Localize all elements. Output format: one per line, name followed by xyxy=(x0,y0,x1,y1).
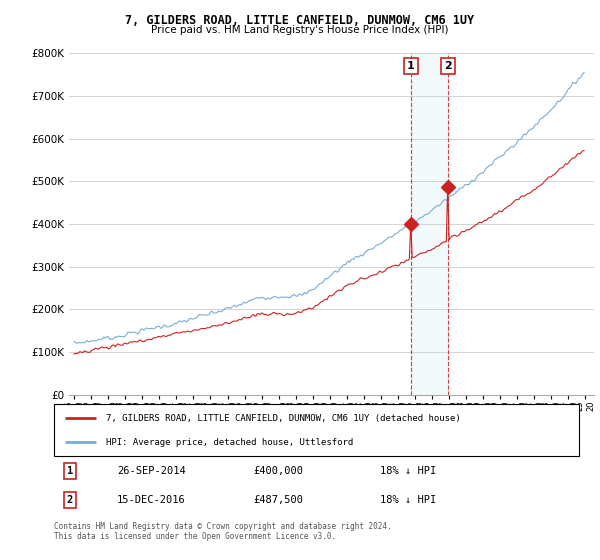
Text: 2: 2 xyxy=(444,61,452,71)
Bar xyxy=(411,53,448,395)
Text: £400,000: £400,000 xyxy=(254,466,304,477)
Text: 26-SEP-2014: 26-SEP-2014 xyxy=(117,466,186,477)
Text: 7, GILDERS ROAD, LITTLE CANFIELD, DUNMOW, CM6 1UY (detached house): 7, GILDERS ROAD, LITTLE CANFIELD, DUNMOW… xyxy=(107,414,461,423)
Text: 15-DEC-2016: 15-DEC-2016 xyxy=(117,496,186,505)
Text: £487,500: £487,500 xyxy=(254,496,304,505)
Text: HPI: Average price, detached house, Uttlesford: HPI: Average price, detached house, Uttl… xyxy=(107,438,354,447)
Text: Price paid vs. HM Land Registry's House Price Index (HPI): Price paid vs. HM Land Registry's House … xyxy=(151,25,449,35)
Text: 18% ↓ HPI: 18% ↓ HPI xyxy=(380,466,436,477)
Text: 1: 1 xyxy=(67,466,73,477)
Text: 2: 2 xyxy=(67,496,73,505)
Text: Contains HM Land Registry data © Crown copyright and database right 2024.
This d: Contains HM Land Registry data © Crown c… xyxy=(54,522,392,542)
Text: 7, GILDERS ROAD, LITTLE CANFIELD, DUNMOW, CM6 1UY: 7, GILDERS ROAD, LITTLE CANFIELD, DUNMOW… xyxy=(125,14,475,27)
FancyBboxPatch shape xyxy=(54,404,579,456)
Text: 18% ↓ HPI: 18% ↓ HPI xyxy=(380,496,436,505)
Text: 1: 1 xyxy=(407,61,415,71)
